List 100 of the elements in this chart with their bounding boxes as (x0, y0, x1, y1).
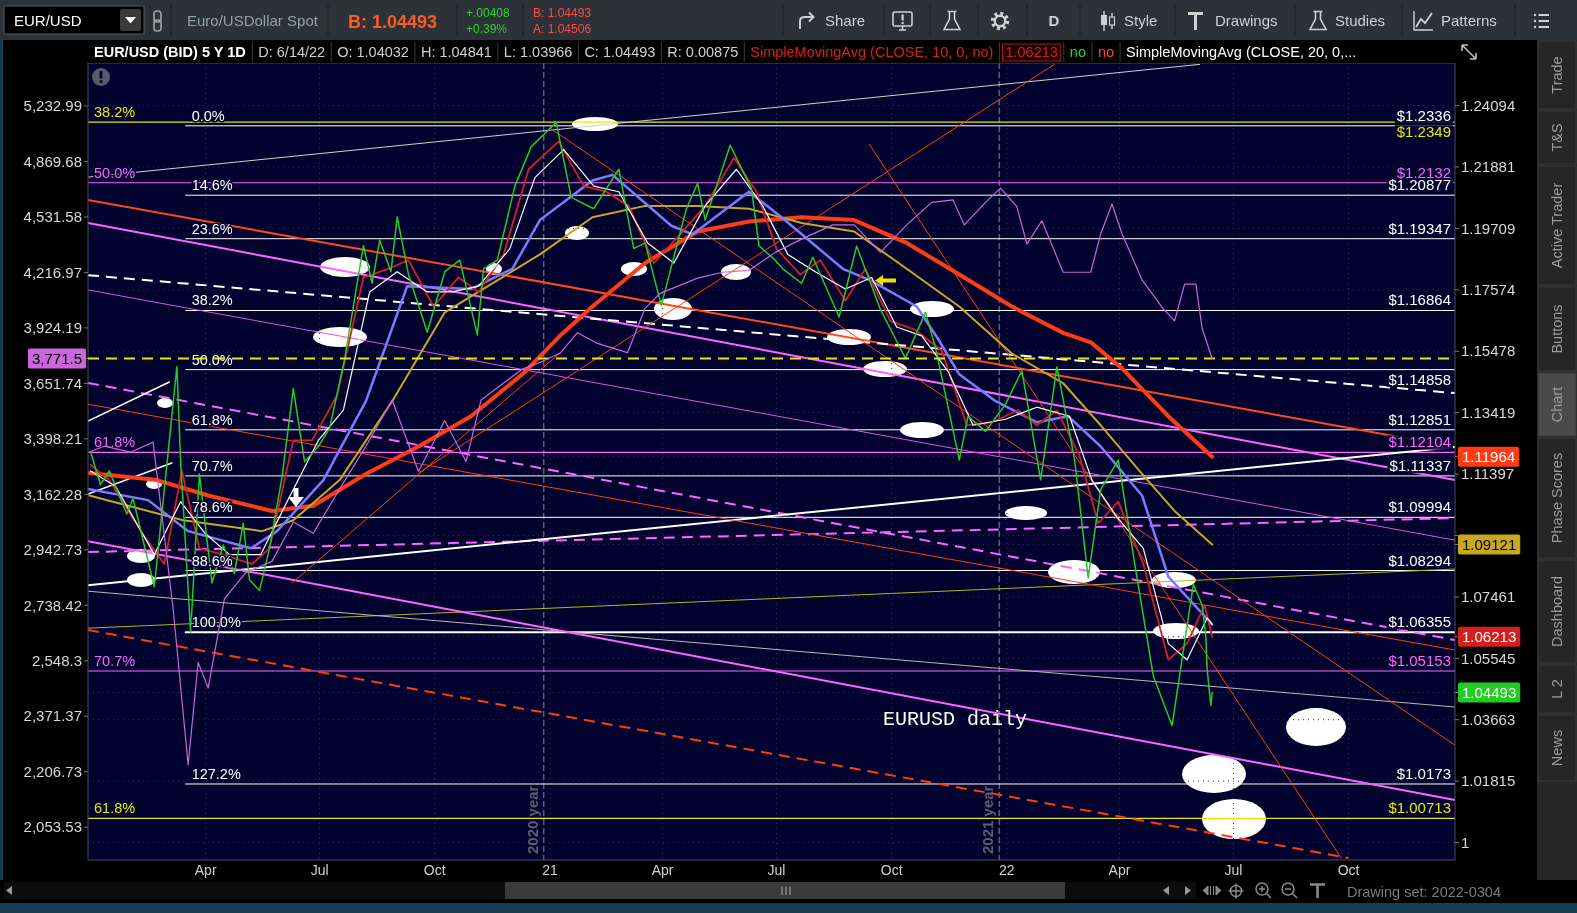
x-tick-label: 22 (999, 862, 1015, 878)
y-tick-label: 3,651.74 (23, 374, 82, 392)
y-tick-label: 1.21881 (1461, 158, 1516, 176)
text: Euro/USDollar Spot (187, 12, 319, 29)
text: A: 1.04506 (533, 22, 592, 36)
data-label: $1.2349 (1396, 123, 1451, 141)
y-tick-label: 4,216.97 (23, 263, 82, 281)
data-label: $1.2336 (1396, 106, 1451, 124)
x-tick-label: Apr (194, 862, 217, 878)
data-label: $1.00713 (1388, 799, 1451, 817)
x-tick-label: Oct (423, 862, 446, 878)
text: Studies (1335, 12, 1386, 29)
annotation: 61.8% (94, 800, 136, 817)
text: D: 6/14/22 (258, 44, 326, 60)
text: Drawings (1215, 12, 1278, 29)
text: R: 0.00875 (667, 44, 739, 60)
y-tick-label: 2,738.42 (23, 596, 82, 614)
data-label: $1.14858 (1388, 370, 1451, 388)
y-tick-label: 4,869.68 (23, 152, 82, 170)
y-tick-label: 2,053.53 (23, 818, 82, 836)
x-tick-label: Jul (767, 862, 786, 878)
y-tick-label: 1.15478 (1461, 342, 1516, 360)
annotation: 38.2% (94, 104, 136, 121)
data-label: $1.05153 (1388, 652, 1451, 669)
text: L: 1.03966 (503, 44, 573, 60)
y-tick-label: 1 (1461, 833, 1470, 851)
text: O: 1.04032 (337, 44, 409, 60)
text: +.00408 (466, 6, 511, 20)
y-tick-label: 1.17574 (1461, 281, 1516, 299)
text: EUR/USD (14, 12, 82, 29)
text: no (1069, 44, 1086, 60)
data-label: $1.08294 (1388, 551, 1451, 569)
data-label: $1.09994 (1388, 498, 1451, 516)
text: News (1549, 729, 1566, 767)
text: Chart (1549, 386, 1566, 423)
y-tick-label: 4,531.58 (23, 208, 82, 226)
y-tick-label: 1.09121 (1462, 535, 1517, 553)
text: B: 1.04493 (533, 6, 592, 20)
data-label: $1.0173 (1396, 764, 1451, 782)
text: Active Trader (1549, 182, 1566, 269)
y-tick-label: 1.01815 (1461, 772, 1516, 790)
annotation: 0.0% (191, 107, 225, 124)
data-label: $1.12104 (1388, 433, 1451, 451)
annotation: 61.8% (94, 434, 136, 451)
y-tick-label: 1.13419 (1461, 403, 1516, 421)
annotation: 38.2% (191, 292, 233, 309)
data-label: $1.16864 (1388, 291, 1451, 309)
text: T&S (1549, 123, 1566, 152)
text: 1.06213 (1005, 44, 1058, 60)
text: D (1048, 12, 1060, 29)
y-tick-label: 1.05545 (1461, 649, 1516, 667)
text: H: 1.04841 (420, 44, 492, 60)
text: C: 1.04493 (584, 44, 656, 60)
text: Drawing set: 2022-0304 (1347, 884, 1501, 900)
data-label: $1.06355 (1388, 613, 1451, 631)
x-tick-label: Jul (1224, 862, 1243, 878)
text: Dashboard (1549, 576, 1566, 647)
y-tick-label: 5,232.99 (23, 97, 82, 115)
text: +0.39% (466, 22, 508, 36)
y-tick-label: 2,942.73 (23, 541, 82, 559)
x-tick-label: Oct (880, 862, 903, 878)
y-tick-label: 3,924.19 (23, 319, 82, 337)
annotation: EURUSD daily (882, 708, 1028, 731)
chart-title: EUR/USD (BID) 5 Y 1D (94, 44, 246, 60)
text: SimpleMovingAvg (CLOSE, 20, 0,... (1126, 44, 1357, 60)
ref-line-label: 2021 year (979, 785, 997, 854)
text: Trade (1549, 56, 1566, 94)
annotation: 23.6% (191, 220, 233, 237)
y-tick-label: 3,162.28 (23, 485, 82, 503)
annotation: 70.7% (94, 653, 136, 669)
text: Patterns (1441, 12, 1497, 29)
text: Style (1124, 12, 1158, 29)
y-tick-label: 1.19709 (1461, 219, 1516, 237)
y-tick-label: 2,371.37 (23, 707, 82, 725)
y-tick-label: 1.24094 (1461, 96, 1516, 114)
y-tick-label: 1.06213 (1462, 628, 1517, 645)
ref-line-label: 2020 year (523, 785, 541, 854)
annotation: 70.7% (191, 457, 233, 474)
x-tick-label: 21 (542, 862, 558, 878)
text: Phase Scores (1549, 452, 1566, 544)
y-tick-label: 2,548.3 (31, 652, 82, 670)
text: Share (825, 12, 866, 29)
text: Buttons (1549, 304, 1566, 354)
y-tick-label: 3,771.5 (31, 349, 82, 367)
x-tick-label: Apr (651, 862, 674, 878)
x-tick-label: Apr (1108, 862, 1131, 878)
annotation: 127.2% (191, 765, 241, 782)
y-tick-label: 1.07461 (1461, 588, 1516, 606)
y-tick-label: 1.04493 (1462, 683, 1517, 701)
annotation: 61.8% (191, 411, 233, 428)
y-tick-label: 2,206.73 (23, 762, 82, 780)
y-tick-label: 1.11964 (1462, 447, 1516, 465)
text: no (1097, 44, 1115, 60)
x-tick-label: Jul (310, 862, 329, 878)
x-tick-label: Oct (1337, 862, 1360, 878)
y-tick-label: 1.03663 (1461, 710, 1516, 728)
text: L 2 (1549, 679, 1566, 699)
data-label: $1.19347 (1388, 219, 1451, 237)
y-tick-label: 1.11397 (1461, 465, 1515, 483)
data-label: $1.11337 (1389, 456, 1451, 474)
